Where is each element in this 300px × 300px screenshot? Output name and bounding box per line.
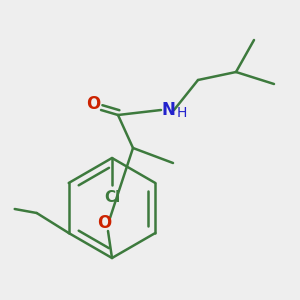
Text: N: N bbox=[161, 101, 175, 119]
Text: O: O bbox=[97, 214, 111, 232]
Text: H: H bbox=[177, 106, 187, 120]
Text: O: O bbox=[86, 95, 100, 113]
Text: Cl: Cl bbox=[104, 190, 120, 206]
